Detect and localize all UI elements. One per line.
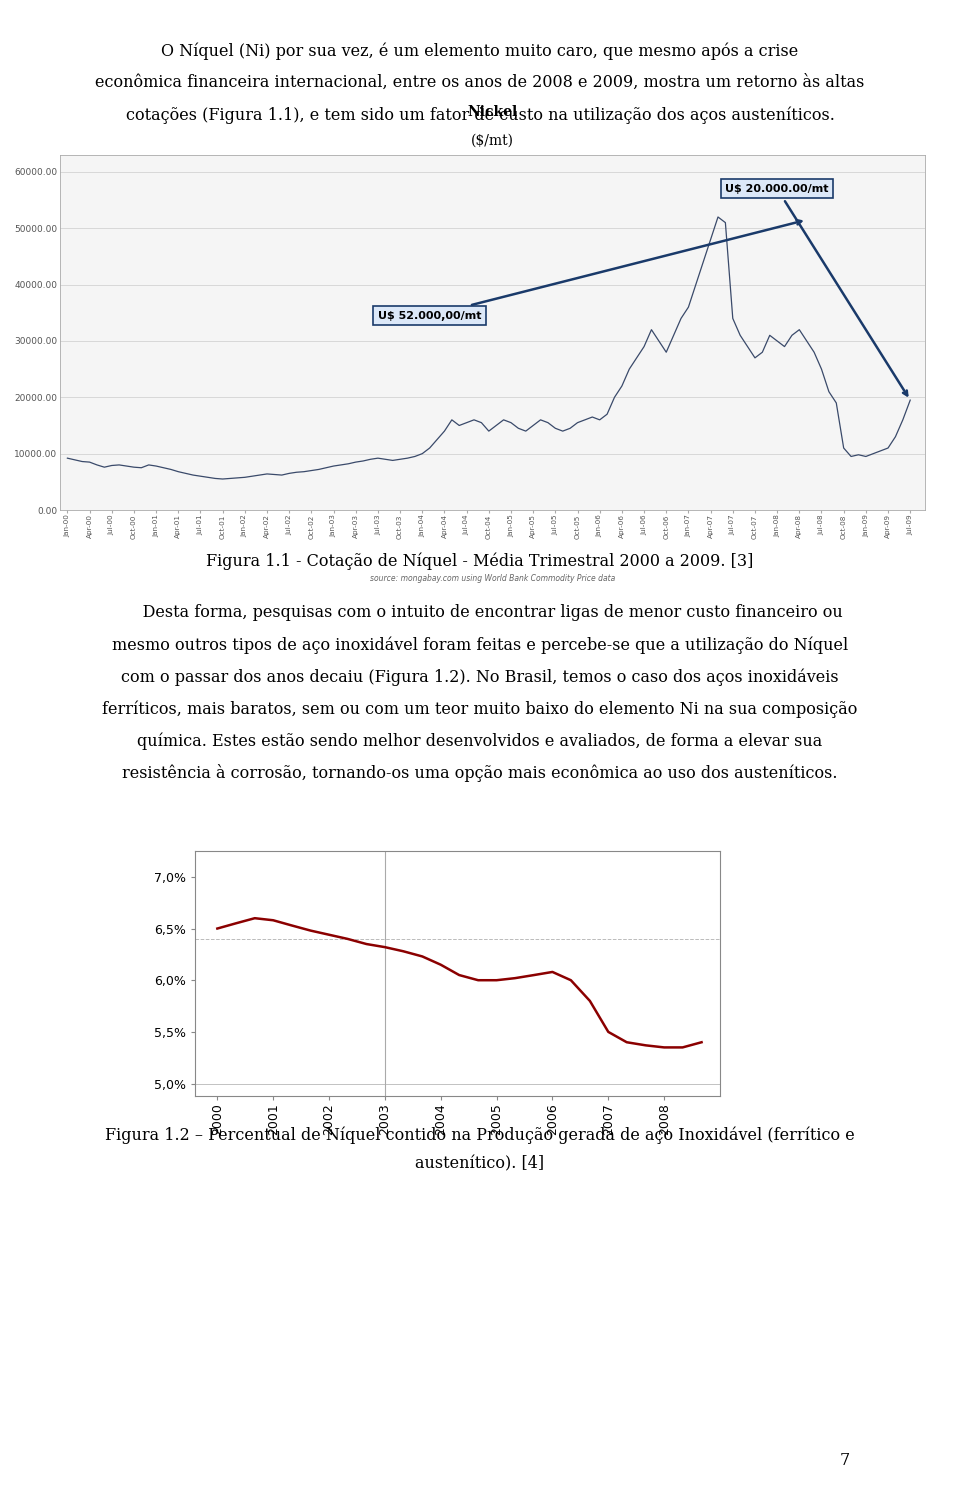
Text: U$ 20.000.00/mt: U$ 20.000.00/mt bbox=[726, 184, 907, 396]
Text: ($/mt): ($/mt) bbox=[471, 134, 514, 147]
Text: Figura 1.1 - Cotação de Níquel - Média Trimestral 2000 a 2009. [3]: Figura 1.1 - Cotação de Níquel - Média T… bbox=[206, 552, 754, 570]
Text: econômica financeira internacional, entre os anos de 2008 e 2009, mostra um reto: econômica financeira internacional, entr… bbox=[95, 74, 865, 91]
Text: austenítico). [4]: austenítico). [4] bbox=[416, 1155, 544, 1172]
Text: Figura 1.2 – Percentual de Níquel contido na Produção gerada de aço Inoxidável (: Figura 1.2 – Percentual de Níquel contid… bbox=[106, 1126, 854, 1144]
Text: resistência à corrosão, tornando-os uma opção mais econômica ao uso dos austenít: resistência à corrosão, tornando-os uma … bbox=[122, 764, 838, 782]
Text: com o passar dos anos decaiu (Figura 1.2). No Brasil, temos o caso dos aços inox: com o passar dos anos decaiu (Figura 1.2… bbox=[121, 668, 839, 686]
Text: Desta forma, pesquisas com o intuito de encontrar ligas de menor custo financeir: Desta forma, pesquisas com o intuito de … bbox=[117, 604, 843, 622]
Text: U$ 52.000,00/mt: U$ 52.000,00/mt bbox=[378, 220, 802, 321]
Text: Nickel: Nickel bbox=[468, 106, 517, 119]
Text: mesmo outros tipos de aço inoxidável foram feitas e percebe-se que a utilização : mesmo outros tipos de aço inoxidável for… bbox=[112, 636, 848, 653]
Text: O Níquel (Ni) por sua vez, é um elemento muito caro, que mesmo após a crise: O Níquel (Ni) por sua vez, é um elemento… bbox=[161, 42, 799, 59]
Text: química. Estes estão sendo melhor desenvolvidos e avaliados, de forma a elevar s: química. Estes estão sendo melhor desenv… bbox=[137, 732, 823, 749]
Text: ferríticos, mais baratos, sem ou com um teor muito baixo do elemento Ni na sua c: ferríticos, mais baratos, sem ou com um … bbox=[103, 700, 857, 718]
Text: 7: 7 bbox=[840, 1451, 850, 1469]
Text: cotações (Figura 1.1), e tem sido um fator de custo na utilização dos aços auste: cotações (Figura 1.1), e tem sido um fat… bbox=[126, 106, 834, 123]
Text: source: mongabay.com using World Bank Commodity Price data: source: mongabay.com using World Bank Co… bbox=[370, 574, 615, 583]
